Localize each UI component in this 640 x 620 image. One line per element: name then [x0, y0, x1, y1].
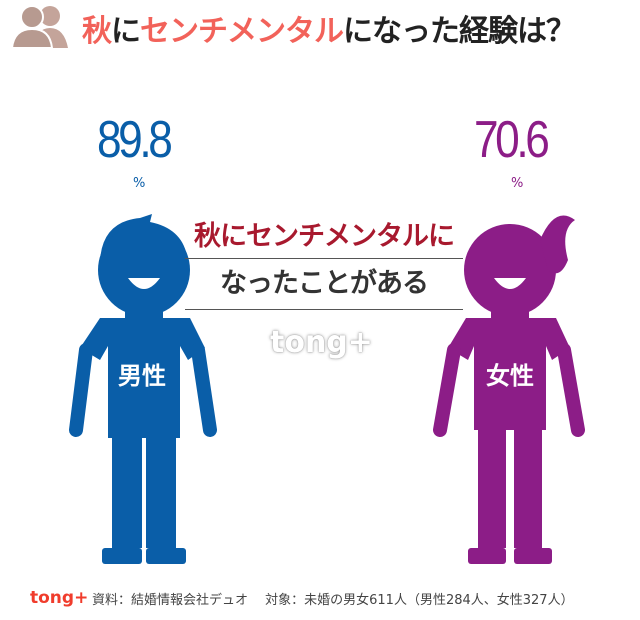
male-figure-icon: [69, 214, 217, 564]
center-caption: 秋にセンチメンタルに なったことがある: [185, 220, 463, 310]
female-unit: %: [511, 176, 524, 191]
title-part: 秋: [82, 14, 112, 49]
title-part: センチメンタル: [140, 14, 344, 49]
female-label: 女性: [486, 362, 534, 390]
male-unit: %: [133, 176, 146, 191]
people-icon: [10, 5, 68, 48]
male-label: 男性: [118, 362, 166, 390]
center-caption-line2: なったことがある: [185, 259, 463, 310]
page-title: 秋にセンチメンタルになった経験は？: [82, 6, 576, 50]
tong-logo: tong+: [30, 588, 89, 608]
title-part: に: [111, 14, 141, 49]
female-percentage: 70.6: [474, 111, 550, 169]
figures: [69, 214, 585, 564]
watermark: tong+: [270, 325, 373, 360]
source-note: 資料：結婚情報会社デュオ 対象：未婚の男女611人（男性284人、女性327人）: [92, 593, 574, 608]
female-figure-icon: [433, 215, 585, 564]
title-part: になった経験は？: [343, 14, 576, 49]
male-percentage: 89.8: [97, 111, 173, 169]
center-caption-line1: 秋にセンチメンタルに: [185, 220, 463, 259]
